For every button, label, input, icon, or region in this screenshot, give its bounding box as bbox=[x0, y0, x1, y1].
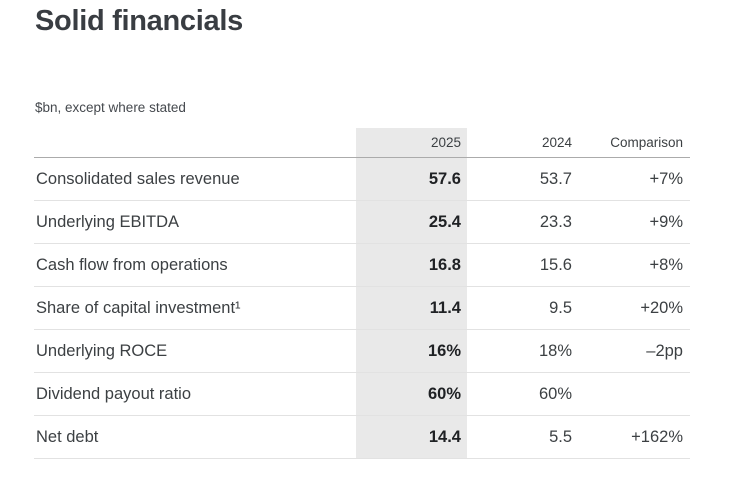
value-2025: 11.4 bbox=[356, 287, 467, 329]
value-2024: 9.5 bbox=[549, 298, 572, 317]
row-label: Consolidated sales revenue bbox=[36, 169, 240, 188]
value-2025: 16.8 bbox=[356, 244, 467, 286]
header-metric bbox=[34, 150, 356, 157]
value-2024: 15.6 bbox=[539, 255, 572, 274]
row-label: Net debt bbox=[36, 427, 99, 446]
table-row: Underlying ROCE 16% 18% –2pp bbox=[34, 330, 690, 373]
units-note: $bn, except where stated bbox=[35, 100, 186, 115]
table-row: Cash flow from operations 16.8 15.6 +8% bbox=[34, 244, 690, 287]
value-comparison: –2pp bbox=[646, 341, 683, 360]
value-2025: 57.6 bbox=[356, 158, 467, 200]
header-comparison: Comparison bbox=[610, 135, 683, 150]
table-row: Dividend payout ratio 60% 60% bbox=[34, 373, 690, 416]
value-2024: 5.5 bbox=[549, 427, 572, 446]
table-row: Net debt 14.4 5.5 +162% bbox=[34, 416, 690, 459]
value-comparison: +9% bbox=[649, 212, 683, 231]
value-comparison: +7% bbox=[649, 169, 683, 188]
table-header-row: 2025 2024 Comparison bbox=[34, 128, 690, 158]
value-2024: 18% bbox=[538, 341, 572, 360]
value-2024: 60% bbox=[538, 384, 572, 403]
value-2025: 16% bbox=[356, 330, 467, 372]
row-label: Share of capital investment¹ bbox=[36, 298, 241, 317]
value-comparison: +162% bbox=[631, 427, 683, 446]
row-label: Underlying EBITDA bbox=[36, 212, 180, 231]
value-2024: 53.7 bbox=[539, 169, 572, 188]
value-comparison: +20% bbox=[640, 298, 683, 317]
header-2024: 2024 bbox=[541, 135, 572, 150]
table-row: Share of capital investment¹ 11.4 9.5 +2… bbox=[34, 287, 690, 330]
financials-table: 2025 2024 Comparison Consolidated sales … bbox=[34, 128, 690, 459]
table-row: Consolidated sales revenue 57.6 53.7 +7% bbox=[34, 158, 690, 201]
row-label: Underlying ROCE bbox=[36, 341, 168, 360]
page-title: Solid financials bbox=[35, 5, 243, 37]
row-label: Cash flow from operations bbox=[36, 255, 228, 274]
value-2025: 60% bbox=[356, 373, 467, 415]
table-row: Underlying EBITDA 25.4 23.3 +9% bbox=[34, 201, 690, 244]
value-2024: 23.3 bbox=[539, 212, 572, 231]
header-2025: 2025 bbox=[356, 128, 467, 157]
value-comparison: +8% bbox=[649, 255, 683, 274]
value-2025: 25.4 bbox=[356, 201, 467, 243]
value-2025: 14.4 bbox=[356, 416, 467, 458]
row-label: Dividend payout ratio bbox=[36, 384, 192, 403]
